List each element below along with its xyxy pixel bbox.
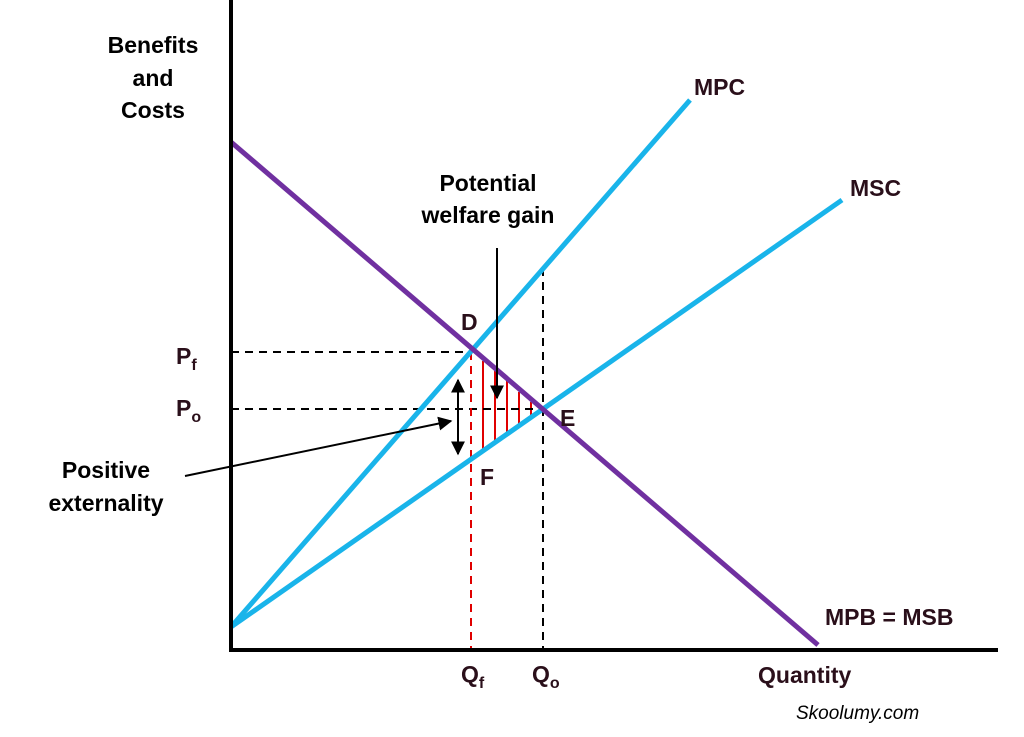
externality-arrow [184,416,453,477]
mpb-curve [229,140,820,647]
quantity-label: Qf [461,661,485,692]
text-part: f [479,675,485,692]
annotation: welfare gain [421,202,555,228]
axis-label: Benefits [108,32,199,58]
point-label: E [560,405,575,431]
curve-label: MPB = MSB [825,604,953,630]
text-part: o [191,409,201,426]
guide-lines [231,268,544,650]
msc-curve [229,197,844,630]
source: Skoolumy.com [796,703,919,724]
text-part: Q [461,661,479,687]
text-part: o [550,675,560,692]
annotation: Positive [62,457,150,483]
price-label: Po [176,395,201,426]
text-part: f [191,357,197,374]
point-label: F [480,464,494,490]
mpc-curve [229,98,692,629]
point-label: D [461,309,478,335]
curve-label: MSC [850,175,901,201]
axis-label: and [133,65,174,91]
curve-label: MPC [694,74,745,100]
axis-label: Costs [121,97,185,123]
welfare-hatch [482,361,532,451]
annotation: externality [48,490,163,516]
quantity-label: Qo [532,661,560,692]
annotation: Potential [439,170,536,196]
text-part: P [176,395,191,421]
x-axis-label: Quantity [758,662,851,688]
text-part: P [176,343,191,369]
text-part: Q [532,661,550,687]
price-label: Pf [176,343,197,374]
